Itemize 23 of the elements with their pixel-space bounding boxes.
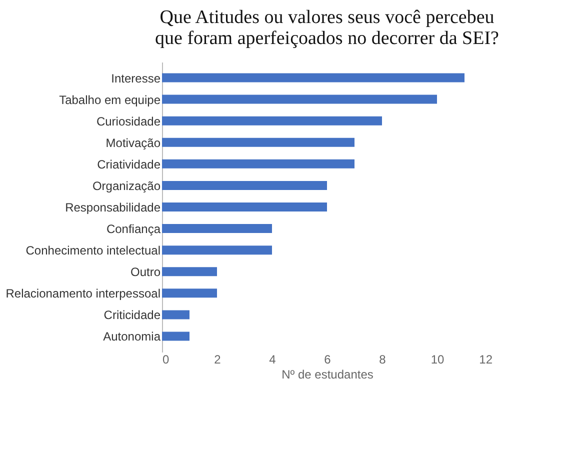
x-tick-label: 6 (324, 352, 332, 366)
y-tick-label: Criticidade (104, 308, 161, 322)
y-tick-label: Relacionamento interpessoal (6, 286, 160, 301)
text: Que Atitudes ou valores seus você percebeu (160, 7, 494, 28)
x-axis-title: Nº de estudantes (282, 368, 374, 382)
y-tick-label: Curiosidade (96, 114, 161, 128)
y-tick-label: Outro (130, 265, 161, 280)
y-tick-label: Interesse (111, 71, 161, 86)
y-tick-label: Confiança (106, 222, 161, 236)
x-tick-label: 2 (214, 352, 222, 366)
x-tick-label: 0 (162, 352, 170, 366)
y-tick-label: Motivação (106, 136, 161, 150)
y-tick-label: Responsabilidade (65, 200, 161, 214)
y-tick-label: Criatividade (97, 157, 161, 172)
y-tick-label: Autonomia (103, 330, 161, 344)
x-tick-label: 12 (479, 352, 493, 366)
x-tick-label: 8 (379, 352, 386, 366)
x-tick-label: 10 (430, 352, 444, 366)
y-tick-label: Organização (92, 178, 161, 193)
x-tick-label: 4 (269, 352, 276, 366)
y-tick-label: Tabalho em equipe (59, 92, 161, 107)
text: que foram aperfeiçoados no decorrer da SEI? (155, 28, 499, 49)
y-tick-label: Conhecimento intelectual (26, 244, 160, 258)
